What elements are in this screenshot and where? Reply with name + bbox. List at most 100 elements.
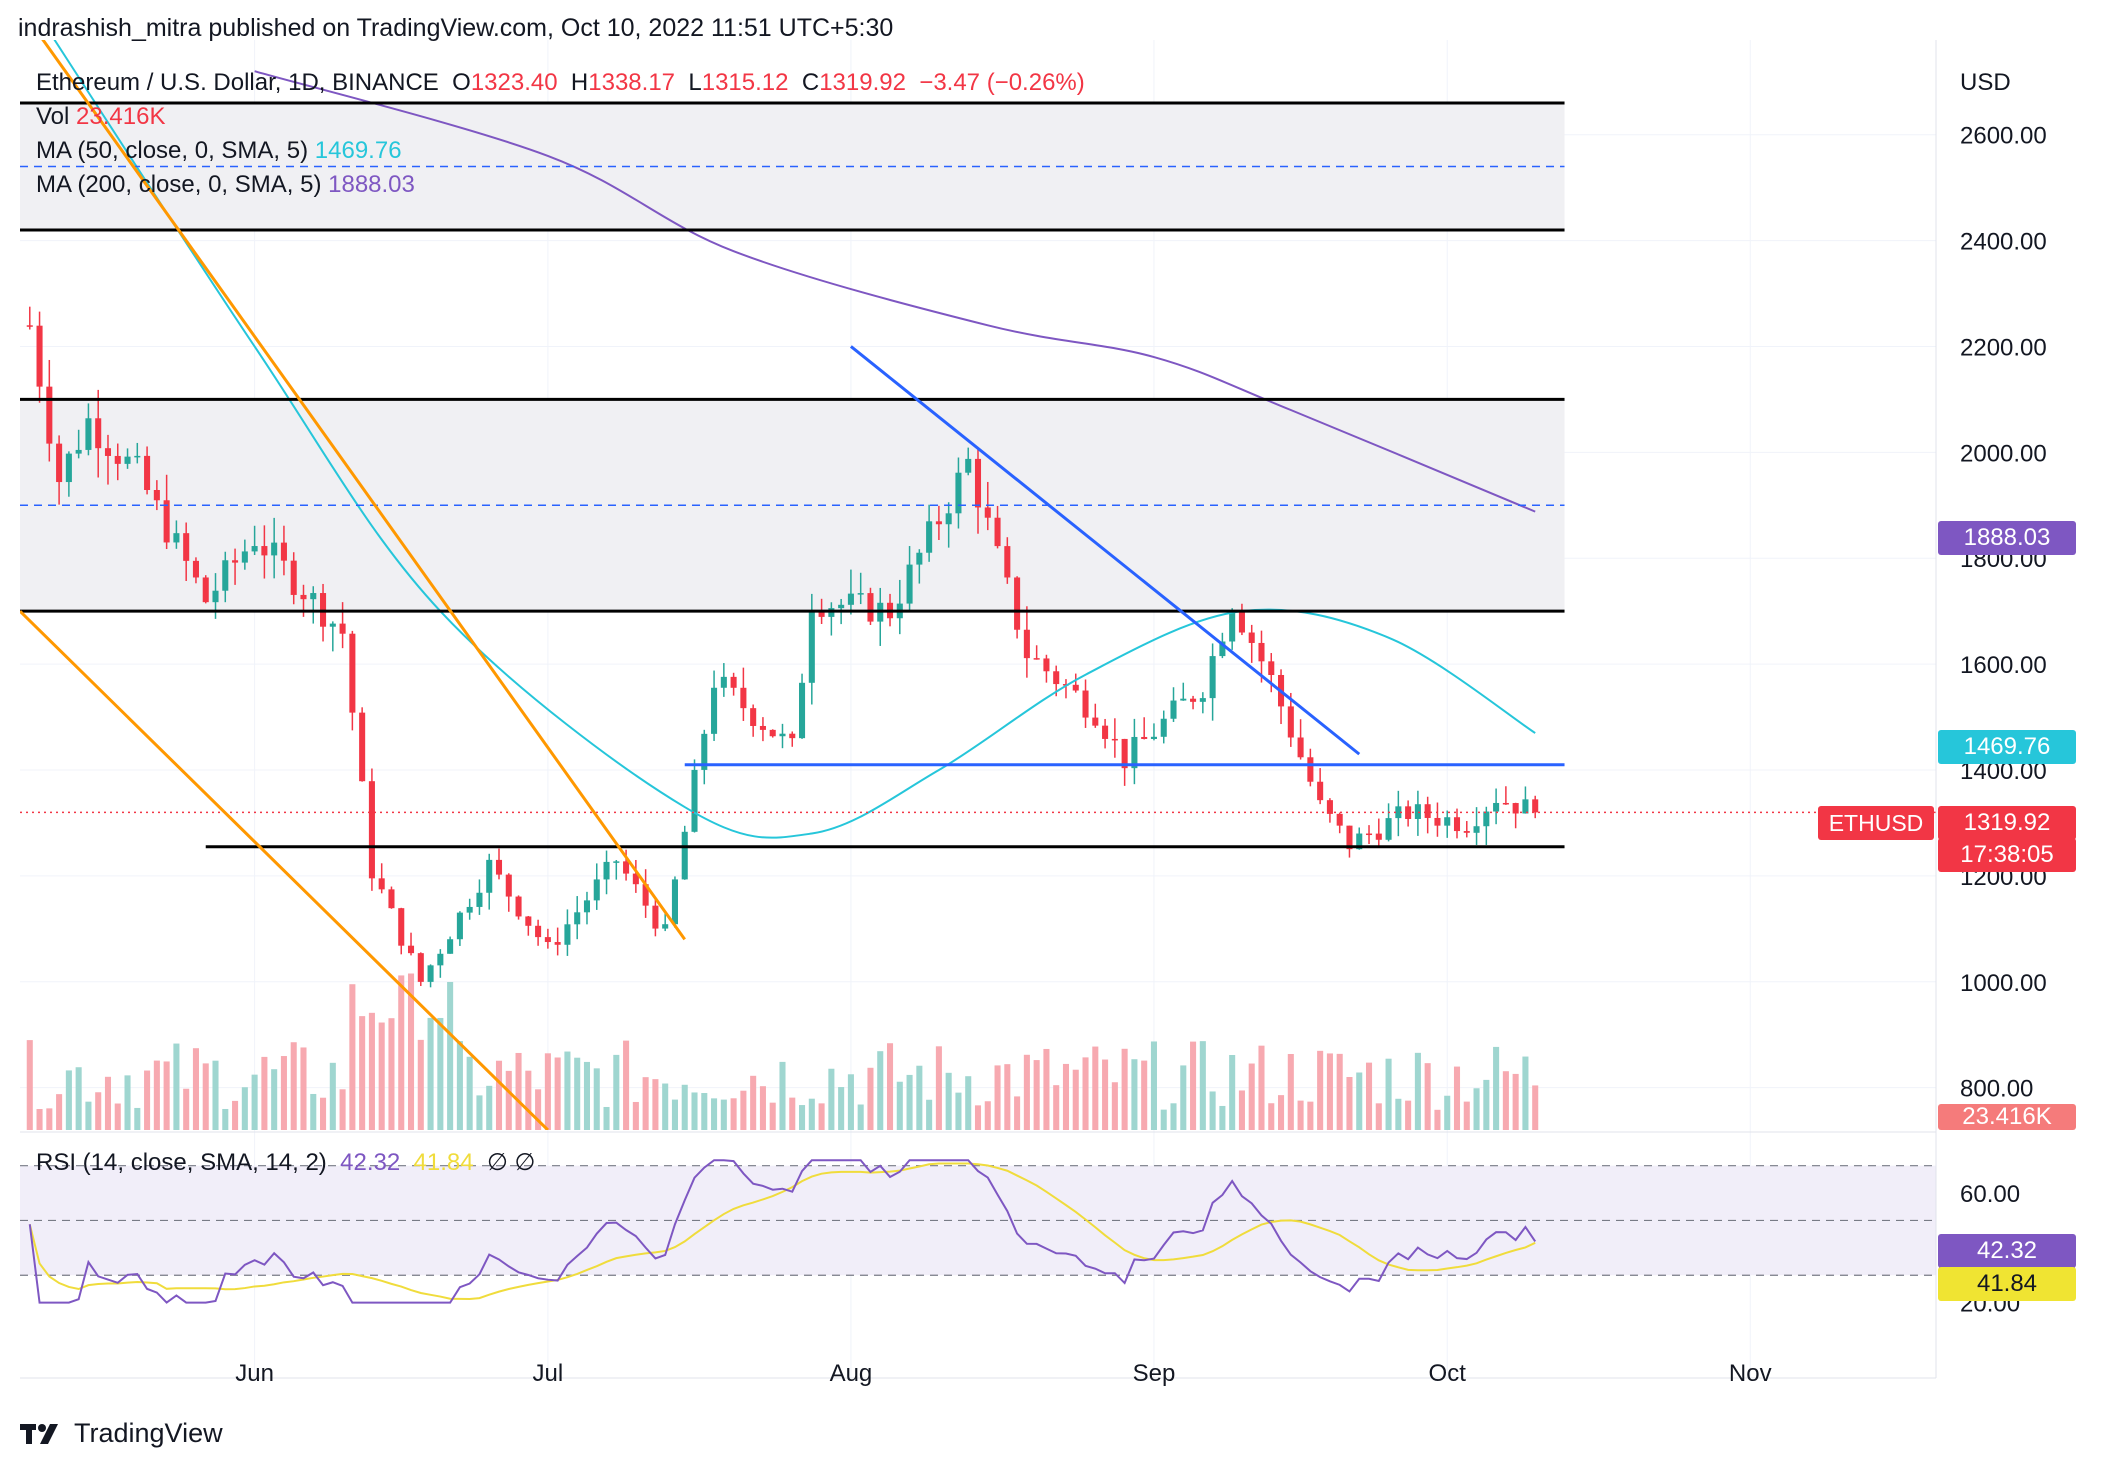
volume-bar bbox=[1170, 1103, 1177, 1130]
symbol-row[interactable]: Ethereum / U.S. Dollar, 1D, BINANCE O132… bbox=[36, 69, 1085, 96]
price-tick-label: 1600.00 bbox=[1960, 652, 2047, 679]
candle-body bbox=[300, 594, 307, 600]
candle-body bbox=[965, 458, 972, 473]
ma200-row[interactable]: MA (200, close, 0, SMA, 5) 1888.03 bbox=[36, 171, 415, 198]
volume-bar bbox=[495, 1060, 503, 1130]
volume-bar bbox=[1268, 1103, 1275, 1130]
volume-bar bbox=[896, 1081, 903, 1130]
rsi-ma-value: 41.84 bbox=[413, 1149, 474, 1176]
volume-bar bbox=[662, 1083, 669, 1130]
candle-body bbox=[46, 386, 53, 444]
candle-body bbox=[427, 965, 434, 982]
candle-body bbox=[1238, 611, 1245, 633]
footer-brand[interactable]: TradingView bbox=[20, 1418, 223, 1449]
candle-body bbox=[212, 590, 219, 603]
volume-bar bbox=[388, 1018, 395, 1130]
volume-bar bbox=[564, 1051, 571, 1130]
volume-bar bbox=[926, 1099, 933, 1130]
volume-bar bbox=[104, 1076, 112, 1130]
price-tick-label: 2200.00 bbox=[1960, 334, 2047, 361]
candle-body bbox=[388, 889, 395, 909]
volume-bar bbox=[818, 1103, 825, 1130]
volume-bar bbox=[1062, 1063, 1070, 1130]
volume-bar bbox=[466, 1056, 473, 1130]
volume-bar bbox=[398, 975, 405, 1130]
volume-bar bbox=[1385, 1058, 1392, 1130]
candle-body bbox=[56, 443, 63, 483]
candle-body bbox=[26, 325, 33, 327]
candle-body bbox=[906, 564, 913, 604]
candle-body bbox=[310, 593, 317, 600]
volume-bar bbox=[1502, 1071, 1509, 1130]
volume-bar bbox=[808, 1098, 815, 1130]
volume-bar bbox=[1219, 1105, 1226, 1130]
volume-bar bbox=[46, 1108, 53, 1130]
candle-body bbox=[1199, 698, 1206, 702]
volume-bar bbox=[711, 1098, 718, 1130]
candle-body bbox=[564, 924, 571, 945]
rsi-legend[interactable]: RSI (14, close, SMA, 14, 2) 42.32 41.84 … bbox=[36, 1149, 536, 1176]
volume-bar bbox=[955, 1092, 962, 1130]
candle-body bbox=[681, 831, 688, 880]
volume-bar bbox=[1473, 1088, 1480, 1130]
volume-bar bbox=[906, 1074, 913, 1130]
candle-body bbox=[95, 418, 102, 449]
candle-body bbox=[926, 521, 933, 553]
volume-bar bbox=[886, 1043, 894, 1130]
volume-row[interactable]: Vol 23.416K bbox=[36, 103, 166, 130]
candle-body bbox=[349, 633, 356, 713]
candle-body bbox=[222, 560, 229, 591]
candle-body bbox=[368, 781, 375, 879]
volume-bar bbox=[417, 1039, 424, 1130]
candle-body bbox=[1248, 632, 1255, 643]
volume-bar bbox=[447, 981, 454, 1130]
candle-body bbox=[1493, 802, 1500, 812]
volume-bar bbox=[368, 1012, 375, 1130]
volume-bar bbox=[183, 1088, 190, 1130]
volume-bar bbox=[153, 1060, 160, 1130]
candle-body bbox=[153, 490, 160, 501]
volume-bar bbox=[574, 1057, 581, 1130]
volume-bar bbox=[1121, 1048, 1128, 1130]
candle-body bbox=[447, 939, 454, 954]
volume-bar bbox=[1375, 1103, 1382, 1130]
candle-body bbox=[1023, 629, 1030, 659]
volume-bar bbox=[1346, 1077, 1353, 1130]
volume-bar bbox=[222, 1108, 229, 1130]
volume-bar bbox=[1102, 1059, 1109, 1130]
candle-body bbox=[114, 455, 121, 464]
volume-bar bbox=[847, 1074, 854, 1130]
candle-body bbox=[183, 533, 190, 561]
volume-bar bbox=[1356, 1072, 1363, 1130]
candle-body bbox=[192, 560, 199, 578]
time-tick-label: Nov bbox=[1729, 1360, 1772, 1387]
volume-bar bbox=[1053, 1085, 1060, 1130]
volume-bar bbox=[251, 1074, 258, 1130]
trendlines bbox=[20, 40, 1361, 1130]
volume-bar bbox=[1365, 1062, 1373, 1130]
volume-bar bbox=[1082, 1057, 1089, 1130]
candle-body bbox=[554, 942, 561, 945]
volume-bar bbox=[1238, 1090, 1245, 1130]
candle-body bbox=[1121, 738, 1128, 769]
candle-body bbox=[945, 513, 952, 525]
volume-bar bbox=[935, 1046, 942, 1130]
candle-body bbox=[1463, 831, 1470, 833]
candle-body bbox=[1356, 833, 1363, 850]
candle-body bbox=[134, 455, 141, 458]
candle-body bbox=[251, 546, 258, 552]
candle-body bbox=[1141, 736, 1148, 739]
candle-body bbox=[202, 577, 209, 603]
volume-bar bbox=[124, 1075, 131, 1130]
candle-body bbox=[1414, 804, 1421, 819]
candle-body bbox=[104, 448, 112, 456]
candle-body bbox=[1258, 642, 1265, 662]
volume-bar bbox=[613, 1054, 620, 1130]
ma50-row[interactable]: MA (50, close, 0, SMA, 5) 1469.76 bbox=[36, 137, 402, 164]
volume-bar bbox=[173, 1043, 180, 1130]
candle-body bbox=[1082, 690, 1089, 718]
candle-body bbox=[955, 472, 962, 514]
volume-bar bbox=[759, 1086, 766, 1130]
candle-body bbox=[495, 859, 503, 875]
